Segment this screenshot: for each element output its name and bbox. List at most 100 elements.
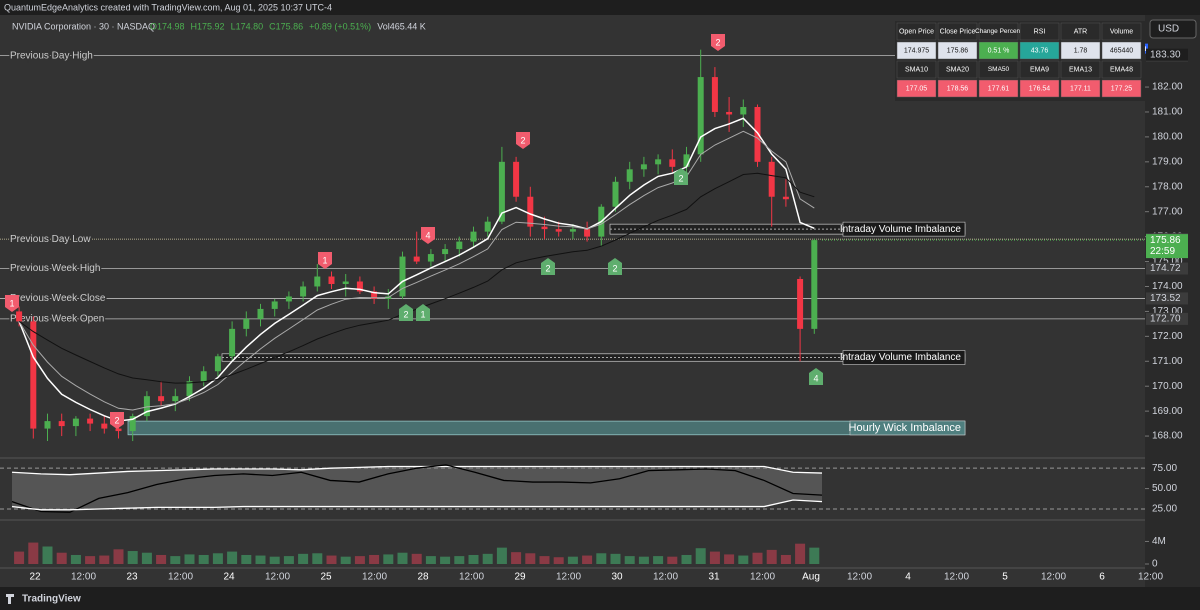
y-tick-label: 173.00 [1152,306,1183,317]
candle-body [555,229,562,232]
candle-body [683,154,690,167]
table-cell [1060,60,1101,79]
table-cell [978,79,1019,98]
candle-body [740,106,747,115]
table-cell [937,60,978,79]
x-tick-label: 12:00 [1041,572,1066,583]
volume-bar [695,548,706,564]
symbol: NVIDIA Corporation · 30 · NASDAQ [12,21,155,31]
table-cell [937,41,978,60]
table-text: Close Price [940,28,976,35]
y-tick-label: 25.00 [1152,504,1177,515]
x-tick-label: 12:00 [1138,572,1163,583]
table-cell [937,22,978,41]
oscillator-band [12,466,822,510]
table-cell [1019,22,1060,41]
volume-bar [156,554,167,564]
candle-body [342,281,349,284]
candle-body [442,249,449,255]
y-tick-label: 177.00 [1152,206,1183,217]
level-label: Previous Day High [10,50,93,61]
signal-label: 1 [322,255,327,265]
candle-body [58,421,65,427]
x-tick-label: 12:00 [653,572,678,583]
y-tick-label: 50.00 [1152,483,1177,494]
candle-body [172,396,179,402]
volume-bar [184,554,195,564]
bottom-bar [0,587,1200,610]
table-cell [1019,41,1060,60]
x-tick-label: 25 [320,572,332,583]
volume-bar [582,555,593,564]
candle-body [300,286,307,297]
signal-marker [516,132,530,149]
candle-body [285,296,292,302]
volume-bar [326,555,337,564]
volume-bar [653,556,664,564]
x-tick-label: 31 [708,572,720,583]
volume-bar [440,556,451,564]
table-text: EMA48 [1110,66,1133,73]
table-cell [1019,79,1060,98]
x-tick-label: 12:00 [944,572,969,583]
volume-bar [496,547,507,564]
credit: QuantumEdgeAnalytics created with Tradin… [4,2,332,12]
volume-bar [539,556,550,564]
table-text: 176.54 [1029,85,1051,92]
y-tick-label: 169.00 [1152,406,1183,417]
ohlc-value: O174.98 [150,21,185,31]
candle-body [115,428,122,432]
table-text: SMA20 [946,66,969,73]
volume-bar [411,553,422,564]
candle-body [243,318,250,329]
countdown: 22:59 [1150,246,1175,257]
candle-body [271,301,278,309]
currency[interactable]: USD [1158,24,1179,35]
y-tick-label: 168.00 [1152,431,1183,442]
price-tag-bg [1146,312,1188,325]
signal-marker [608,258,622,275]
x-tick-label: 12:00 [265,572,290,583]
table-text: Open Price [899,28,934,35]
signal-label: 2 [545,263,550,273]
zone-label-bg [849,420,966,436]
volume-bar [681,554,692,564]
signal-label: 2 [678,173,683,183]
y-tick-label: 174.00 [1152,281,1183,292]
candle-body [640,164,647,170]
candle-body [498,161,505,222]
volume-bar [610,553,621,564]
table-text: 43.76 [1031,47,1049,54]
ohlc-value: L174.80 [231,21,264,31]
signal-label: 2 [520,135,525,145]
y-tick-label: 0 [1152,559,1158,570]
signal-marker [674,168,688,185]
candle-body [44,421,51,429]
volume-bar [780,554,791,564]
signal-label: 1 [9,298,14,308]
zone-label: Intraday Volume Imbalance [840,352,962,363]
candle-body [768,161,775,197]
price-tag: 172.70 [1150,314,1181,325]
y-tick-label: 178.00 [1152,181,1183,192]
candle-body [257,308,264,319]
y-tick-label: 175.00 [1152,256,1183,267]
candle-body [456,241,463,250]
signal-marker [399,304,413,321]
volume-bar [724,554,735,564]
candle-body [314,276,321,287]
currency-button[interactable] [1149,19,1197,39]
x-tick-label: 4 [905,572,911,583]
candle-body [527,196,534,227]
volume-bar [56,552,67,564]
table-text: 177.61 [988,85,1010,92]
y-tick-label: 75.00 [1152,463,1177,474]
table-text: RSI [1034,28,1046,35]
x-tick-label: 22 [29,572,41,583]
volume-bar [212,553,223,564]
candle-body [541,226,548,230]
signal-label: 2 [403,309,408,319]
table-text: 0.51 % [988,47,1010,54]
oscillator-line [11,465,823,476]
candle-body [229,328,236,357]
